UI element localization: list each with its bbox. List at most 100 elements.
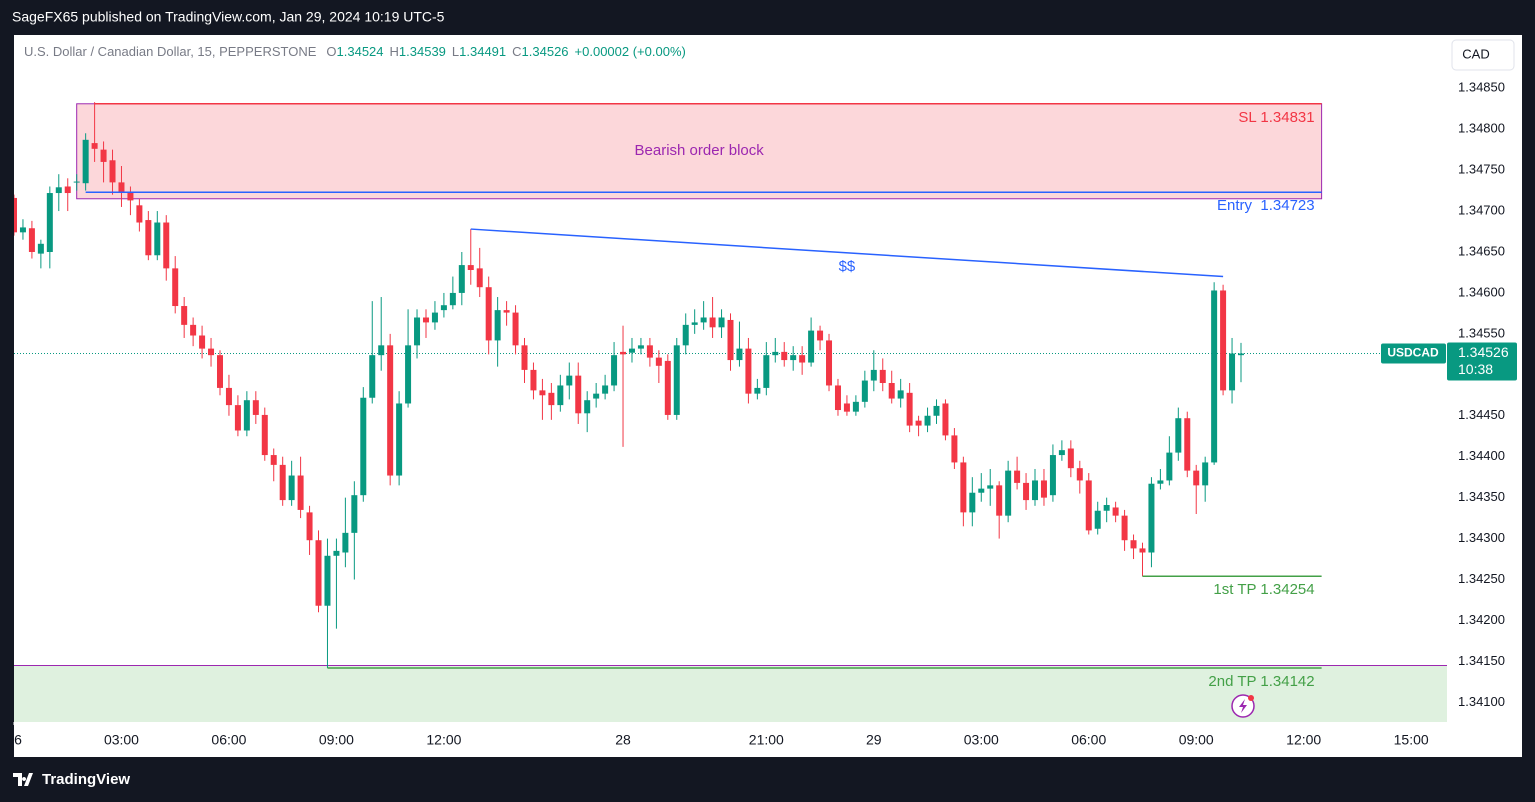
candle-body bbox=[826, 340, 833, 386]
candle-body bbox=[1085, 480, 1092, 531]
candle-body bbox=[1067, 448, 1074, 469]
candle-body bbox=[1005, 470, 1012, 516]
candle-body bbox=[942, 403, 949, 436]
candle-body bbox=[548, 392, 555, 406]
candle-body bbox=[333, 550, 340, 556]
x-tick-label: 6 bbox=[14, 732, 22, 748]
candle-body bbox=[781, 351, 788, 361]
candle-body bbox=[530, 369, 537, 391]
candle-body bbox=[494, 310, 501, 341]
trend-line-label: $$ bbox=[839, 258, 856, 275]
price-tag bbox=[1447, 342, 1517, 381]
candle-body bbox=[172, 268, 179, 307]
candle-body bbox=[817, 330, 824, 341]
candle-body bbox=[637, 345, 644, 349]
legend-ohlc-label: C bbox=[512, 44, 521, 59]
plot bbox=[14, 102, 1447, 722]
candle-body bbox=[1023, 482, 1030, 501]
currency-label[interactable]: CAD bbox=[1462, 46, 1489, 61]
candle-body bbox=[808, 330, 815, 363]
candle-body bbox=[431, 312, 438, 323]
candle-body bbox=[279, 464, 286, 501]
candle-body bbox=[378, 345, 385, 356]
x-tick-label: 09:00 bbox=[1179, 732, 1214, 748]
y-tick-label: 1.34250 bbox=[1458, 571, 1505, 586]
candle-body bbox=[55, 187, 62, 194]
candle-body bbox=[1220, 290, 1227, 391]
candle-body bbox=[978, 488, 985, 493]
x-tick-label: 03:00 bbox=[104, 732, 139, 748]
candle-body bbox=[1166, 452, 1173, 481]
candle-body bbox=[440, 305, 447, 311]
candle-body bbox=[154, 222, 161, 256]
alert-bolt[interactable] bbox=[1239, 699, 1247, 713]
candle-body bbox=[1112, 507, 1119, 516]
candle-body bbox=[870, 369, 877, 381]
candle-body bbox=[449, 292, 456, 306]
y-tick-label: 1.34800 bbox=[1458, 121, 1505, 136]
order-block-label: Bearish order block bbox=[635, 142, 765, 159]
candle-body bbox=[700, 317, 707, 323]
candle-body bbox=[190, 324, 197, 336]
y-tick-label: 1.34300 bbox=[1458, 530, 1505, 545]
candle-body bbox=[288, 475, 295, 501]
candle-body bbox=[933, 405, 940, 416]
y-tick-label: 1.34650 bbox=[1458, 243, 1505, 258]
candle-body bbox=[252, 400, 259, 415]
candle-body bbox=[960, 462, 967, 513]
legend-change: +0.00002 (+0.00%) bbox=[575, 44, 686, 59]
candle-body bbox=[620, 351, 627, 355]
level-label: Entry 1.34723 bbox=[1217, 197, 1315, 214]
currency-button[interactable]: CAD bbox=[1451, 39, 1515, 71]
currency-button-box[interactable] bbox=[1451, 39, 1515, 71]
candle-body bbox=[557, 385, 564, 406]
candle-body bbox=[91, 143, 98, 149]
candle-body bbox=[14, 197, 17, 233]
legend-ohlc-label: H bbox=[390, 44, 399, 59]
candle-body bbox=[628, 348, 635, 353]
candle-body bbox=[503, 310, 510, 313]
x-tick-label: 15:00 bbox=[1394, 732, 1429, 748]
alert-dot[interactable] bbox=[1248, 695, 1254, 701]
candle-body bbox=[216, 355, 223, 388]
candle-body bbox=[1238, 353, 1245, 356]
candle-body bbox=[234, 405, 241, 431]
candle-body bbox=[1032, 480, 1039, 501]
candle-body bbox=[566, 375, 573, 386]
price-tag-value: 1.34526 bbox=[1458, 344, 1509, 360]
symbol-tag bbox=[1381, 343, 1446, 364]
candle-body bbox=[718, 317, 725, 328]
candle-body bbox=[539, 390, 546, 396]
candle-body bbox=[1193, 470, 1200, 486]
candle-body bbox=[297, 475, 304, 510]
candle-body bbox=[602, 385, 609, 394]
candle-body bbox=[315, 540, 322, 606]
candle-body bbox=[1094, 510, 1101, 529]
candle-body bbox=[969, 492, 976, 513]
alert-icon[interactable] bbox=[1231, 694, 1255, 718]
x-tick-label: 12:00 bbox=[1286, 732, 1321, 748]
candle-body bbox=[1184, 418, 1191, 471]
candle-body bbox=[646, 345, 653, 358]
candle-body bbox=[736, 348, 743, 361]
legend: U.S. Dollar / Canadian Dollar, 15, PEPPE… bbox=[24, 44, 686, 59]
y-tick-label: 1.34200 bbox=[1458, 612, 1505, 627]
candle-body bbox=[261, 414, 268, 456]
candle-body bbox=[458, 265, 465, 293]
y-tick-label: 1.34100 bbox=[1458, 694, 1505, 709]
candle-body bbox=[19, 227, 26, 233]
candle-body bbox=[422, 317, 429, 323]
candle-body bbox=[118, 182, 125, 193]
brand-name: TradingView bbox=[42, 771, 130, 788]
candle-body bbox=[199, 335, 206, 349]
legend-ohlc-value: 1.34491 bbox=[459, 44, 506, 59]
candle-body bbox=[673, 345, 680, 415]
chart-area bbox=[14, 35, 1522, 757]
candle-body bbox=[1121, 515, 1128, 541]
candle-body bbox=[46, 193, 53, 252]
candle-body bbox=[1148, 483, 1155, 553]
candle-body bbox=[73, 181, 80, 183]
publisher: SageFX65 published on TradingView.com, J… bbox=[12, 9, 445, 25]
candle-body bbox=[28, 228, 35, 252]
